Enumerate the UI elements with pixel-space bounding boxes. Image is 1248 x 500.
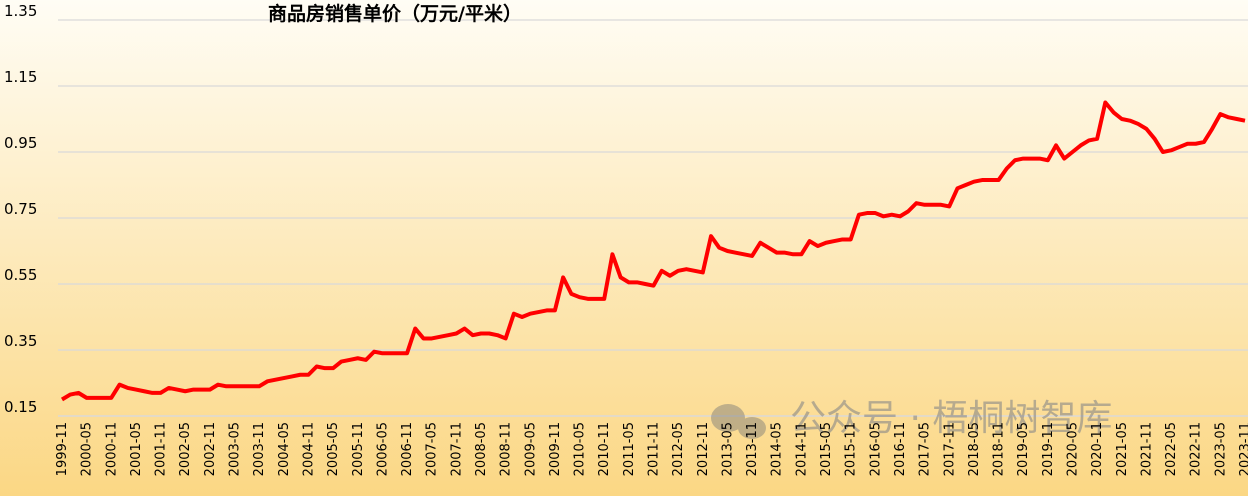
x-tick-label: 2006-11 [400,422,415,476]
x-tick-label: 2021-05 [1115,422,1130,476]
x-tick-label: 2002-05 [178,422,193,476]
x-tick-label: 2011-11 [647,422,662,476]
price-line [60,100,1246,402]
x-tick-label: 2014-11 [794,422,809,476]
x-tick-label: 2000-11 [104,422,119,476]
x-tick-label: 2019-05 [1016,422,1031,476]
x-tick-label: 2016-05 [868,422,883,476]
x-tick-label: 2010-11 [597,422,612,476]
x-tick-label: 2008-11 [499,422,514,476]
x-tick-label: 2013-11 [745,422,760,476]
x-tick-label: 2023-11 [1238,422,1248,476]
y-tick-label: 0.15 [4,398,37,416]
x-tick-label: 2018-05 [967,422,982,476]
x-tick-label: 2020-11 [1090,422,1105,476]
x-tick-label: 1999-11 [55,422,70,476]
x-tick-label: 2022-11 [1189,422,1204,476]
x-tick-label: 2019-11 [1041,422,1056,476]
x-tick-label: 2007-05 [425,422,440,476]
x-tick-label: 2006-05 [375,422,390,476]
x-tick-label: 2009-05 [523,422,538,476]
y-tick-label: 0.55 [4,266,37,284]
x-tick-label: 2010-05 [573,422,588,476]
x-tick-label: 2020-05 [1065,422,1080,476]
x-tick-label: 2001-11 [154,422,169,476]
x-tick-label: 2018-11 [992,422,1007,476]
x-tick-label: 2000-05 [80,422,95,476]
x-tick-label: 2011-05 [622,422,637,476]
y-tick-label: 0.35 [4,332,37,350]
x-tick-label: 2004-11 [301,422,316,476]
watermark: 公众号 · 梧桐树智库 [790,398,1112,439]
x-tick-label: 2007-11 [449,422,464,476]
x-tick-label: 2015-05 [819,422,834,476]
x-tick-label: 2012-05 [671,422,686,476]
x-tick-label: 2016-11 [893,422,908,476]
x-tick-label: 2005-05 [326,422,341,476]
x-tick-label: 2022-05 [1164,422,1179,476]
x-tick-label: 2017-05 [918,422,933,476]
x-tick-label: 2017-11 [942,422,957,476]
x-tick-label: 2021-11 [1139,422,1154,476]
x-tick-label: 2015-11 [844,422,859,476]
x-tick-label: 2003-11 [252,422,267,476]
x-tick-label: 2009-11 [548,422,563,476]
y-tick-label: 0.95 [4,134,37,152]
x-tick-label: 2003-05 [228,422,243,476]
x-tick-label: 2002-11 [203,422,218,476]
y-tick-label: 1.35 [4,2,37,20]
x-tick-label: 2014-05 [770,422,785,476]
x-tick-label: 2013-05 [720,422,735,476]
x-tick-label: 2008-05 [474,422,489,476]
y-tick-label: 1.15 [4,68,37,86]
x-tick-label: 2001-05 [129,422,144,476]
x-tick-label: 2004-05 [277,422,292,476]
y-tick-label: 0.75 [4,200,37,218]
watermark-icon [711,404,766,439]
x-tick-label: 2023-05 [1213,422,1228,476]
chart-title: 商品房销售单价（万元/平米） [268,2,522,25]
x-tick-label: 2005-11 [351,422,366,476]
x-tick-label: 2012-11 [696,422,711,476]
